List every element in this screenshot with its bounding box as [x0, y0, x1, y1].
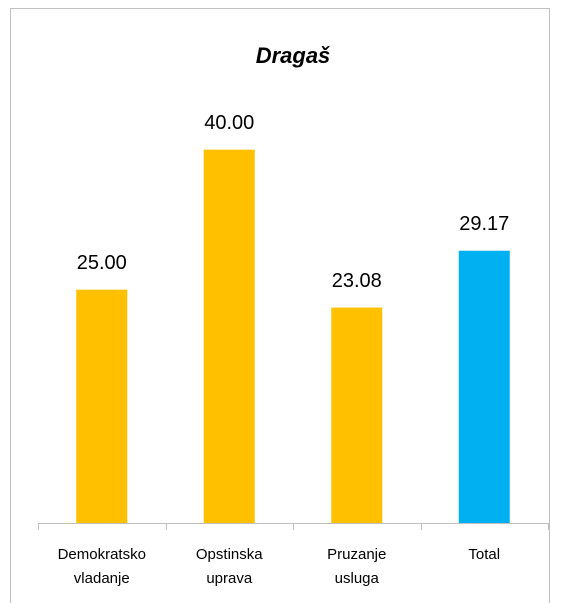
value-label: 29.17 — [459, 213, 509, 235]
bar — [76, 289, 128, 523]
value-label: 40.00 — [204, 112, 254, 134]
x-tick-label-line: uprava — [206, 570, 253, 587]
x-tick-label: Total — [468, 546, 500, 563]
x-tick-label: Pruzanje usluga — [327, 546, 386, 587]
x-tick-label-line: Opstinska — [196, 546, 263, 563]
x-tick-label-line: usluga — [335, 570, 380, 587]
value-label: 23.08 — [332, 270, 382, 292]
bar — [458, 250, 510, 523]
chart-title: Dragaš — [256, 43, 331, 68]
x-tick-label-line: Pruzanje — [327, 546, 386, 563]
x-tick-label: Opstinska uprava — [196, 546, 263, 587]
value-label: 25.00 — [77, 252, 127, 274]
bar — [203, 149, 255, 523]
x-tick-label: Demokratsko vladanje — [58, 546, 146, 587]
bar — [331, 307, 383, 523]
x-tick-label-line: Demokratsko — [58, 546, 146, 563]
x-tick-label-line: Total — [468, 546, 500, 563]
x-tick-label-line: vladanje — [74, 570, 130, 587]
